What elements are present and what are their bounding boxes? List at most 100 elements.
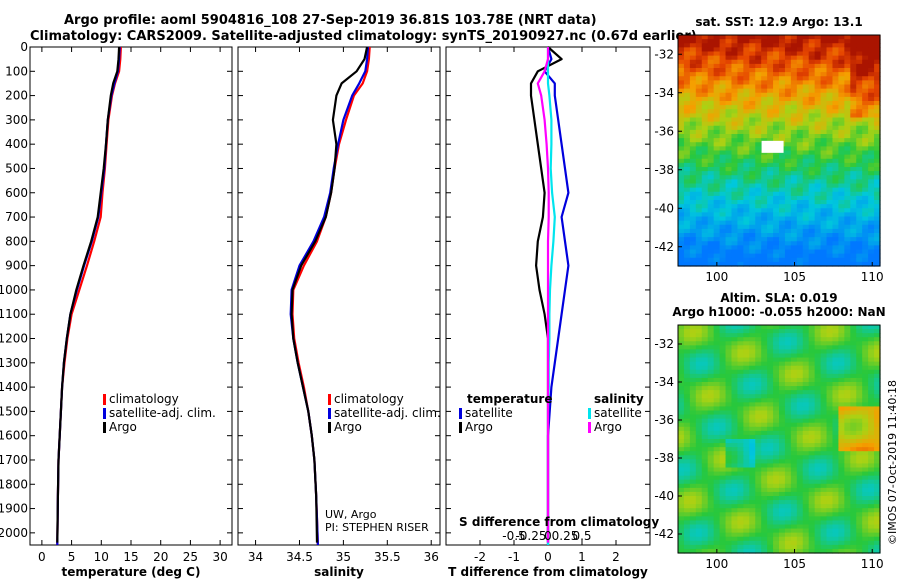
sla-map-cell [779,414,786,420]
sst-map-cell [767,96,774,102]
sst-map-cell [826,129,834,135]
sla-map-cell [796,475,804,481]
sst-map-cell [862,224,869,230]
sla-map-cell [779,402,786,408]
sst-map-cell [743,129,750,135]
sst-map-cell [767,191,774,197]
sla-map-cell [755,467,762,473]
sst-map-cell [707,191,715,197]
sst-map-cell [713,187,721,193]
sla-map-cell [826,406,834,412]
sst-map-cell [796,233,804,238]
sst-map-cell [743,51,750,57]
sst-map-cell [814,195,822,201]
sst-map-cell [874,113,881,119]
sla-map-cell [802,345,810,351]
sla-map-cell [737,345,744,351]
sst-map-cell [820,59,828,65]
sst-map-cell [743,241,750,246]
sst-map-cell [689,171,697,176]
sla-map-cell [725,487,733,493]
sla-map-cell [868,361,875,367]
sst-map-cell [749,47,756,53]
sst-map-cell [719,162,727,168]
sst-map-cell [796,80,804,86]
sst-map-cell [719,92,727,98]
sst-map-cell [707,175,715,180]
sla-map-cell [862,540,869,546]
sst-map-cell [832,76,840,81]
sla-map-cell [784,386,792,391]
sst-map-cell [814,233,822,238]
sst-map-cell [707,171,715,176]
sla-map-cell [814,333,822,338]
sst-map-cell [790,109,798,114]
sla-map-cell [820,410,828,416]
sla-map-cell [719,353,727,359]
sst-map-cell [779,162,786,168]
sla-map-cell [755,463,762,469]
sst-map-cell [790,39,798,44]
sst-map-cell [868,84,875,90]
sla-map-cell [761,447,768,452]
salinity-legend-label: climatology [334,392,404,406]
sst-map-cell [784,142,792,147]
sla-map-cell [767,394,774,399]
sla-map-cell [820,426,828,432]
sst-map-cell [832,191,840,197]
sla-map-cell [874,365,881,371]
sst-map-cell [678,171,685,176]
sla-map-cell [725,341,733,346]
sst-map-cell [826,249,834,255]
sst-map-cell [874,233,881,238]
sst-map-cell [820,237,828,242]
sst-map-cell [767,257,774,263]
sla-map-cell [773,337,780,342]
sla-map-cell [856,426,863,432]
sst-map-cell [767,200,774,205]
sst-map-cell [832,158,840,164]
sst-map-cell [844,76,851,81]
sla-map-cell [868,512,875,517]
sst-map-cell [749,109,756,114]
sla-map-cell [713,410,721,416]
salinity-xtick-label: 36 [424,550,439,564]
sst-map-cell [755,245,762,251]
sla-map-cell [808,353,816,359]
sla-map-cell [749,483,756,489]
sst-map-cell [767,208,774,213]
sst-map-cell [701,261,709,267]
sla-map-cell [820,471,828,477]
sst-map-cell [862,220,869,226]
sla-map-cell [814,443,822,448]
sla-map-cell [838,459,845,465]
sla-map-cell [737,398,744,403]
sst-map-cell [844,241,851,246]
sla-map-cell [719,487,727,493]
sla-map-cell [683,325,691,330]
sla-map-cell [707,414,715,420]
sst-map-cell [767,249,774,255]
sst-map-cell [868,68,875,73]
sla-map-cell [719,512,727,517]
sst-map-cell [725,47,733,53]
sst-map-cell [731,113,739,119]
sst-map-cell [820,55,828,61]
sla-map-cell [719,467,727,473]
sst-map-cell [683,187,691,193]
sst-map-cell [773,59,780,65]
sla-map-cell [695,345,703,351]
sst-map-cell [749,253,756,259]
sla-map-cell [737,337,744,342]
sla-map-cell [725,524,733,530]
sst-map-cell [689,117,697,123]
sst-map-cell [719,204,727,209]
sla-map-cell [689,357,697,363]
sla-map-cell [761,471,768,477]
sla-map-cell [761,349,768,355]
sla-map-cell [743,439,750,444]
sla-map-cell [749,471,756,477]
sla-map-cell [743,512,750,517]
sla-map-cell [755,422,762,428]
sst-map-cell [678,72,685,77]
